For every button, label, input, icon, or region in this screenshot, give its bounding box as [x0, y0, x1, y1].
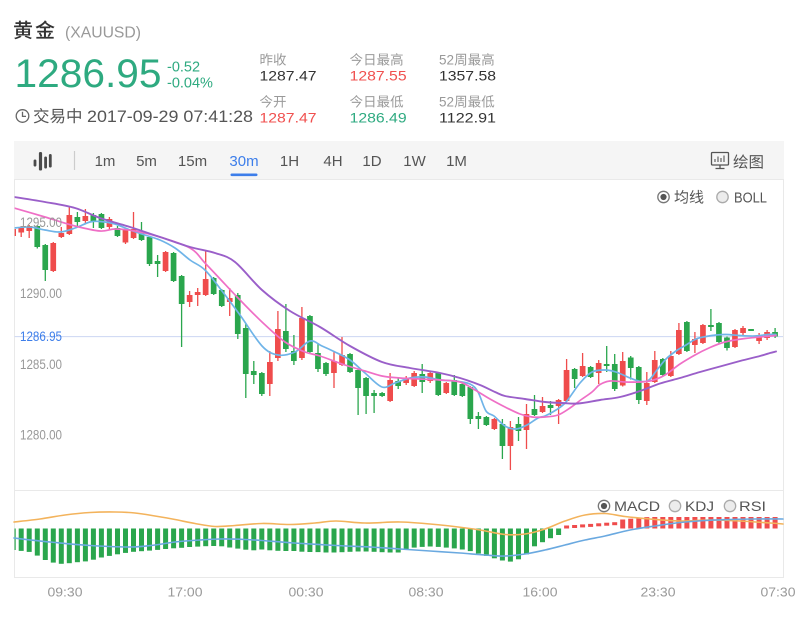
- svg-text:00:30: 00:30: [289, 585, 324, 600]
- svg-text:1W: 1W: [403, 153, 426, 170]
- svg-text:4H: 4H: [323, 153, 342, 170]
- svg-text:23:30: 23:30: [641, 585, 676, 600]
- svg-text:15m: 15m: [178, 153, 207, 170]
- svg-text:2017-09-29 07:41:28: 2017-09-29 07:41:28: [87, 107, 253, 126]
- svg-text:1287.47: 1287.47: [260, 110, 317, 126]
- svg-text:09:30: 09:30: [48, 585, 83, 600]
- svg-text:MACD: MACD: [614, 498, 660, 514]
- svg-text:07:30: 07:30: [761, 585, 796, 600]
- svg-text:1285.00: 1285.00: [20, 357, 62, 372]
- svg-text:1287.47: 1287.47: [260, 68, 317, 84]
- svg-text:1H: 1H: [280, 153, 299, 170]
- svg-text:-0.04%: -0.04%: [167, 76, 213, 92]
- svg-text:BOLL: BOLL: [734, 191, 767, 207]
- svg-text:-0.52: -0.52: [167, 60, 200, 76]
- svg-text:1286.95: 1286.95: [15, 52, 162, 96]
- svg-text:1286.95: 1286.95: [20, 329, 62, 344]
- svg-text:RSI: RSI: [739, 498, 766, 514]
- svg-text:1286.49: 1286.49: [350, 110, 407, 126]
- svg-text:5m: 5m: [136, 153, 157, 170]
- svg-text:1290.00: 1290.00: [20, 286, 62, 301]
- svg-text:(XAUUSD): (XAUUSD): [65, 25, 141, 42]
- svg-text:1287.55: 1287.55: [350, 68, 407, 84]
- svg-text:52: 52: [439, 95, 454, 110]
- svg-text:1D: 1D: [362, 153, 381, 170]
- svg-text:17:00: 17:00: [168, 585, 203, 600]
- svg-text:1295.00: 1295.00: [20, 215, 62, 230]
- svg-text:1280.00: 1280.00: [20, 428, 62, 443]
- svg-text:30m: 30m: [229, 153, 258, 170]
- svg-text:1357.58: 1357.58: [439, 68, 496, 84]
- svg-text:1122.91: 1122.91: [439, 110, 496, 126]
- svg-text:1M: 1M: [446, 153, 467, 170]
- svg-text:52: 52: [439, 53, 454, 68]
- svg-text:1m: 1m: [95, 153, 116, 170]
- svg-text:KDJ: KDJ: [685, 498, 714, 514]
- svg-text:08:30: 08:30: [409, 585, 444, 600]
- svg-text:16:00: 16:00: [523, 585, 558, 600]
